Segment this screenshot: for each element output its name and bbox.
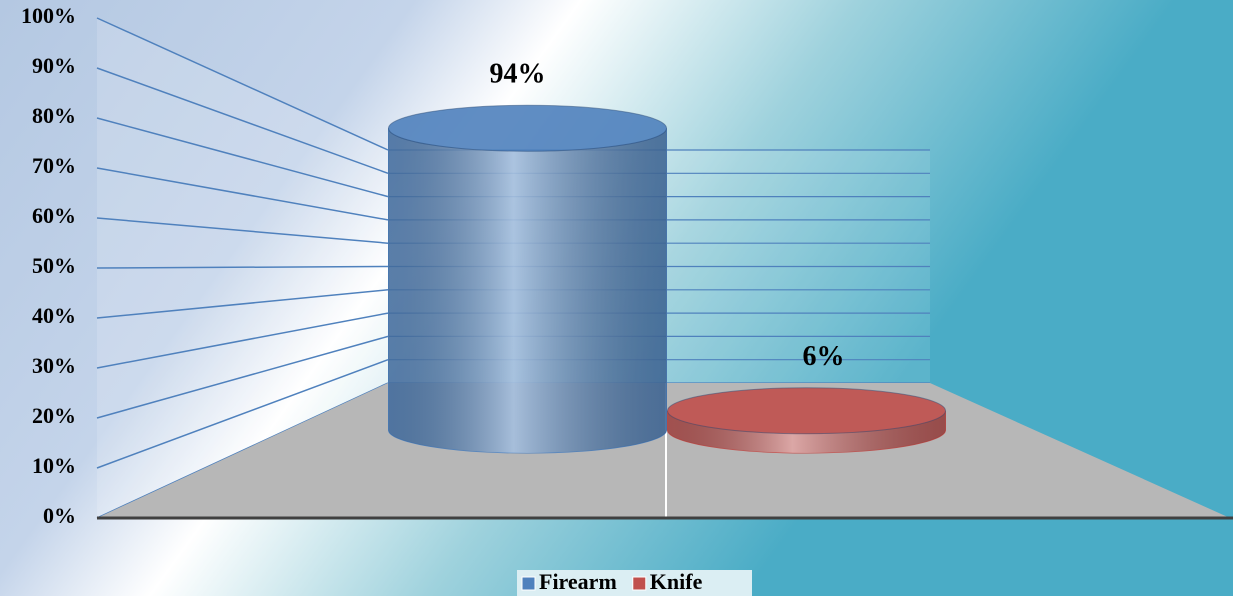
floor (97, 383, 1230, 518)
y-tick-label: 10% (32, 453, 76, 478)
grid-line (96, 67, 389, 175)
grid-line (96, 358, 389, 469)
legend: Firearm Knife (521, 569, 703, 594)
cylinder-shine (667, 410, 946, 453)
grid-line (96, 167, 389, 221)
grid-line (96, 335, 389, 419)
y-tick-label: 20% (32, 403, 76, 428)
legend-swatch (521, 576, 536, 591)
cylinder-top (667, 387, 946, 435)
y-tick-label: 40% (32, 303, 76, 328)
y-tick-label: 50% (32, 253, 76, 278)
data-label: 6% (803, 341, 845, 372)
legend-label: Knife (650, 569, 703, 594)
y-tick-label: 30% (32, 353, 76, 378)
y-tick-label: 0% (43, 503, 76, 528)
y-tick-label: 70% (32, 153, 76, 178)
grid-line (96, 289, 389, 319)
grid-line (96, 17, 389, 151)
legend-swatch (632, 576, 647, 591)
marks: 94% 6% (388, 59, 946, 454)
grid-line (96, 312, 389, 369)
grid-line (96, 117, 389, 198)
y-tick-label: 100% (21, 3, 76, 28)
legend-label: Firearm (539, 569, 617, 594)
grid-line (96, 265, 389, 269)
cylinder-shine (388, 128, 667, 453)
y-tick-label: 90% (32, 53, 76, 78)
y-tick-label: 80% (32, 103, 76, 128)
cylinder-top (388, 104, 667, 152)
y-tick-label: 60% (32, 203, 76, 228)
grid-line (96, 217, 389, 244)
data-label: 94% (490, 59, 546, 90)
